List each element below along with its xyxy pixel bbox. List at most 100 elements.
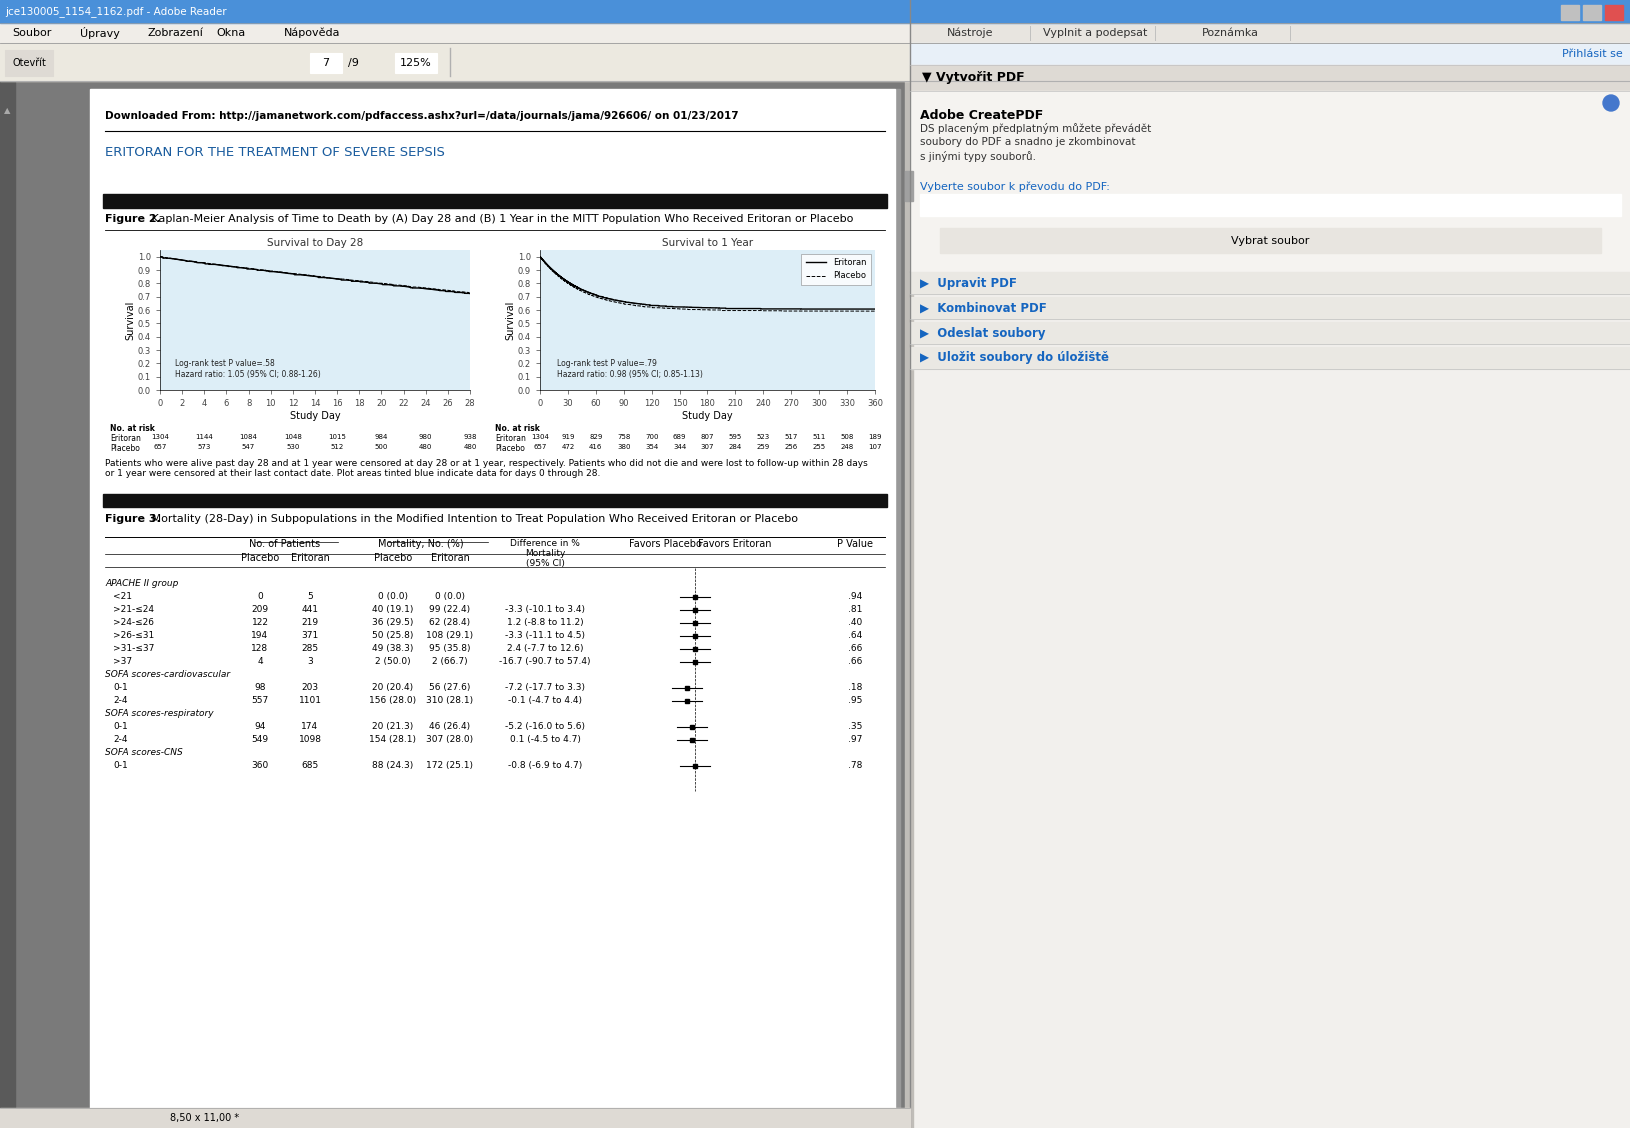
Text: Zobrazení: Zobrazení bbox=[148, 28, 204, 38]
Text: 938: 938 bbox=[463, 434, 476, 440]
Text: 2.4 (-7.7 to 12.6): 2.4 (-7.7 to 12.6) bbox=[507, 644, 584, 653]
Text: 0.1 (-4.5 to 4.7): 0.1 (-4.5 to 4.7) bbox=[509, 735, 580, 744]
Text: 512: 512 bbox=[331, 444, 344, 450]
Text: 657: 657 bbox=[153, 444, 166, 450]
Text: 1048: 1048 bbox=[284, 434, 302, 440]
Text: 50 (25.8): 50 (25.8) bbox=[372, 631, 414, 640]
Text: Favors Eritoran: Favors Eritoran bbox=[698, 539, 771, 549]
Bar bbox=[910, 43, 1630, 65]
Text: ▼ Vytvořit PDF: ▼ Vytvořit PDF bbox=[921, 71, 1024, 85]
Text: SOFA scores-CNS: SOFA scores-CNS bbox=[104, 748, 183, 757]
Text: 0-1: 0-1 bbox=[112, 761, 127, 770]
Text: 657: 657 bbox=[533, 444, 546, 450]
Text: 500: 500 bbox=[375, 444, 388, 450]
Text: 248: 248 bbox=[839, 444, 852, 450]
Text: 980: 980 bbox=[419, 434, 432, 440]
Text: Eritoran: Eritoran bbox=[290, 553, 329, 563]
Bar bbox=[0, 0, 1630, 23]
Text: Log-rank test P value=.58
Hazard ratio: 1.05 (95% CI; 0.88-1.26): Log-rank test P value=.58 Hazard ratio: … bbox=[176, 360, 321, 379]
Text: 480: 480 bbox=[419, 444, 432, 450]
Text: 1304: 1304 bbox=[531, 434, 549, 440]
Legend: Eritoran, Placebo: Eritoran, Placebo bbox=[800, 254, 870, 284]
Text: 557: 557 bbox=[251, 696, 269, 705]
Bar bbox=[910, 272, 1630, 294]
Text: Adobe CreatePDF: Adobe CreatePDF bbox=[919, 109, 1043, 122]
Text: -0.1 (-4.7 to 4.4): -0.1 (-4.7 to 4.4) bbox=[507, 696, 582, 705]
Text: 1144: 1144 bbox=[196, 434, 214, 440]
Text: 1304: 1304 bbox=[152, 434, 170, 440]
Text: Nástroje: Nástroje bbox=[945, 28, 993, 38]
Text: .95: .95 bbox=[848, 696, 862, 705]
Bar bbox=[910, 91, 1630, 271]
Text: SOFA scores-cardiovascular: SOFA scores-cardiovascular bbox=[104, 670, 230, 679]
Text: 203: 203 bbox=[302, 682, 318, 691]
Text: Difference in %: Difference in % bbox=[510, 539, 580, 548]
Text: 7: 7 bbox=[323, 58, 329, 68]
Text: Poznámka: Poznámka bbox=[1201, 28, 1258, 38]
Text: Placebo: Placebo bbox=[494, 444, 525, 453]
Text: 259: 259 bbox=[756, 444, 769, 450]
Text: 0 (0.0): 0 (0.0) bbox=[378, 592, 408, 601]
Text: 98: 98 bbox=[254, 682, 266, 691]
Text: .35: .35 bbox=[848, 722, 862, 731]
Text: Soubor: Soubor bbox=[11, 28, 51, 38]
Text: .40: .40 bbox=[848, 618, 862, 627]
Text: No. at risk: No. at risk bbox=[109, 424, 155, 433]
Text: 685: 685 bbox=[302, 761, 318, 770]
Bar bbox=[910, 347, 1630, 369]
Bar bbox=[905, 81, 913, 1128]
Bar bbox=[0, 23, 1630, 43]
Text: 310 (28.1): 310 (28.1) bbox=[425, 696, 473, 705]
Text: 20 (20.4): 20 (20.4) bbox=[372, 682, 414, 691]
Bar bbox=[103, 494, 887, 506]
Text: 128: 128 bbox=[251, 644, 269, 653]
Text: (95% CI): (95% CI) bbox=[525, 559, 564, 569]
Text: 46 (26.4): 46 (26.4) bbox=[429, 722, 471, 731]
Text: 1.2 (-8.8 to 11.2): 1.2 (-8.8 to 11.2) bbox=[507, 618, 584, 627]
Text: ▲: ▲ bbox=[5, 106, 11, 115]
Text: 354: 354 bbox=[644, 444, 659, 450]
Text: 547: 547 bbox=[241, 444, 254, 450]
Text: 984: 984 bbox=[375, 434, 388, 440]
Text: Placebo: Placebo bbox=[373, 553, 412, 563]
Text: >37: >37 bbox=[112, 656, 132, 666]
Text: 94: 94 bbox=[254, 722, 266, 731]
Text: jce130005_1154_1162.pdf - Adobe Reader: jce130005_1154_1162.pdf - Adobe Reader bbox=[5, 6, 227, 17]
Bar bbox=[910, 43, 1630, 1128]
Text: >24-≤26: >24-≤26 bbox=[112, 618, 153, 627]
Text: Okna: Okna bbox=[215, 28, 244, 38]
Text: /9: /9 bbox=[347, 58, 359, 68]
Text: 99 (22.4): 99 (22.4) bbox=[429, 605, 471, 614]
Text: No. at risk: No. at risk bbox=[494, 424, 540, 433]
Text: Eritoran: Eritoran bbox=[494, 434, 525, 443]
Text: 255: 255 bbox=[812, 444, 825, 450]
Title: Survival to Day 28: Survival to Day 28 bbox=[267, 238, 363, 248]
Bar bbox=[939, 228, 1601, 253]
Text: SOFA scores-respiratory: SOFA scores-respiratory bbox=[104, 710, 214, 719]
Text: 285: 285 bbox=[302, 644, 318, 653]
Text: 595: 595 bbox=[729, 434, 742, 440]
Text: 174: 174 bbox=[302, 722, 318, 731]
Text: 1101: 1101 bbox=[298, 696, 321, 705]
Bar bbox=[0, 81, 15, 1128]
Text: .18: .18 bbox=[848, 682, 862, 691]
Bar bbox=[394, 53, 437, 73]
Text: 107: 107 bbox=[867, 444, 882, 450]
Bar bbox=[895, 89, 900, 1117]
Text: Mortality: Mortality bbox=[525, 549, 566, 558]
Text: .94: .94 bbox=[848, 592, 862, 601]
Text: -0.8 (-6.9 to 4.7): -0.8 (-6.9 to 4.7) bbox=[507, 761, 582, 770]
Text: 549: 549 bbox=[251, 735, 269, 744]
Text: .97: .97 bbox=[848, 735, 862, 744]
X-axis label: Study Day: Study Day bbox=[681, 411, 732, 421]
Text: APACHE II group: APACHE II group bbox=[104, 579, 178, 588]
Y-axis label: Survival: Survival bbox=[126, 300, 135, 340]
Text: Otevřít: Otevřít bbox=[11, 58, 46, 68]
Text: Placebo: Placebo bbox=[241, 553, 279, 563]
Text: 360: 360 bbox=[251, 761, 269, 770]
Text: 256: 256 bbox=[784, 444, 797, 450]
Text: 700: 700 bbox=[644, 434, 659, 440]
Text: 5: 5 bbox=[306, 592, 313, 601]
Text: Vyplnit a podepsat: Vyplnit a podepsat bbox=[1042, 28, 1146, 38]
Bar bbox=[310, 53, 342, 73]
